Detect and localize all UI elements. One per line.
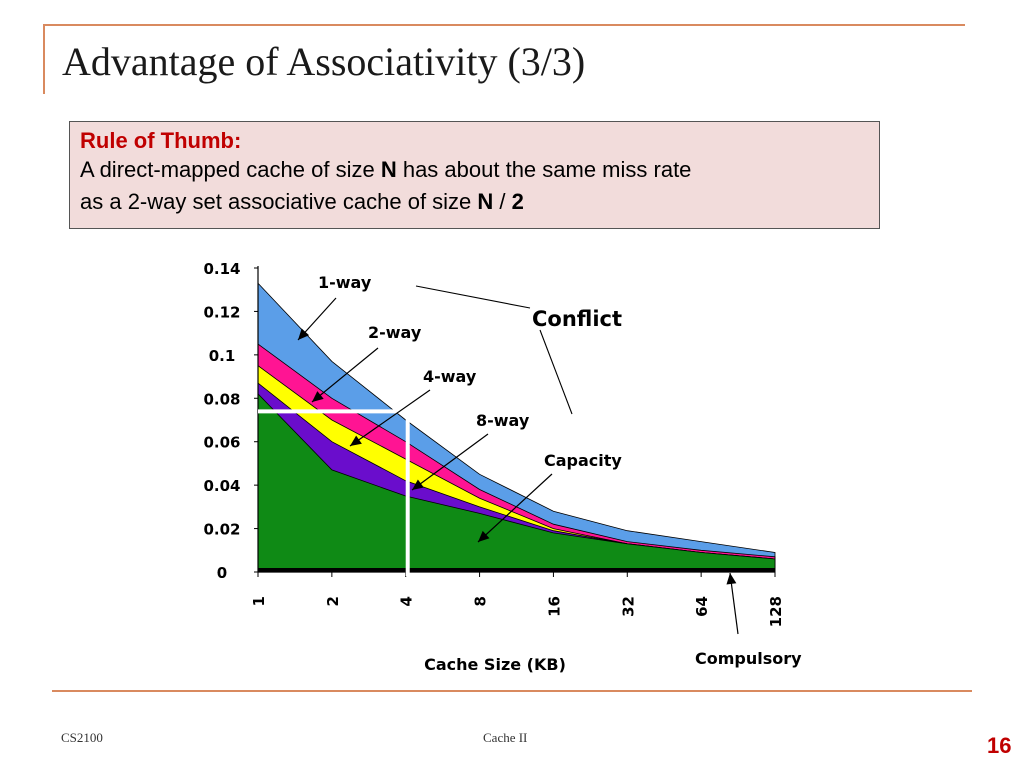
arrow-1-way-head (298, 328, 310, 340)
arrow-capacity-line (477, 473, 553, 543)
title-accent-vertical (43, 24, 45, 94)
title-accent-horizontal (43, 24, 965, 26)
rule-line-1-text-a: A direct-mapped cache of size (80, 157, 381, 182)
rule-line-2: as a 2-way set associative cache of size… (80, 186, 869, 218)
y-tick-label: 0.1 (209, 347, 236, 365)
annotation-compulsory: Compulsory (695, 649, 802, 668)
footer-topic: Cache II (483, 730, 528, 745)
rule-of-thumb-box: Rule of Thumb: A direct-mapped cache of … (69, 121, 880, 229)
rule-line-2-n: N (477, 189, 494, 214)
rule-line-1: A direct-mapped cache of size N has abou… (80, 154, 869, 186)
x-tick-label: 1 (250, 596, 268, 606)
y-tick-label: 0.12 (203, 303, 240, 321)
x-tick-label: 64 (693, 596, 711, 617)
page-number: 16 (987, 733, 1012, 758)
x-axis-title: Cache Size (KB) (424, 655, 566, 674)
annotation-conflict: Conflict (532, 307, 622, 331)
annotation-2-way: 2-way (368, 323, 422, 342)
rule-line-1-text-c: has about the same miss rate (396, 157, 692, 182)
y-tick-label: 0 (217, 564, 227, 582)
arrow-4-way-line (349, 389, 431, 447)
y-tick-label: 0.08 (203, 390, 240, 408)
rule-line-2-two: 2 (511, 189, 524, 214)
annotation-capacity: Capacity (544, 451, 622, 470)
rule-heading: Rule of Thumb: (80, 128, 242, 153)
y-tick-label: 0.04 (203, 477, 240, 495)
x-tick-label: 4 (398, 596, 416, 606)
y-tick-label: 0.14 (203, 260, 240, 278)
area-compulsory (258, 568, 775, 572)
miss-rate-chart-svg: 0 0.02 0.04 0.06 0.08 0.1 0.12 0.14 1 2 4 8 16 32 64 12… (203, 260, 802, 674)
rule-line-1-n: N (380, 157, 397, 182)
arrow-compulsory-head (726, 573, 737, 585)
y-tick-label: 0.02 (203, 521, 240, 539)
slide-title: Advantage of Associativity (3/3) (62, 39, 586, 84)
arrow-2-way-head (312, 391, 324, 402)
arrow-capacity-head (478, 530, 490, 542)
x-tick-label: 128 (767, 596, 785, 627)
annotation-4-way: 4-way (423, 367, 477, 386)
x-tick-label: 2 (324, 596, 342, 606)
x-tick-label: 32 (619, 596, 637, 617)
annotation-1-way: 1-way (318, 273, 372, 292)
x-tick-label: 16 (545, 596, 563, 617)
x-tick-label: 8 (472, 596, 490, 606)
rule-line-2-text-a: as a 2-way set associative cache of size (80, 189, 478, 214)
rule-line-2-slash: / (493, 189, 512, 214)
miss-rate-chart: 0 0.02 0.04 0.06 0.08 0.1 0.12 0.14 1 2 4 8 16 32 64 12… (160, 250, 850, 690)
y-tick-label: 0.06 (203, 434, 240, 452)
conflict-leader-line-b (539, 329, 573, 415)
arrow-8-way-head (412, 479, 424, 490)
footer-divider (52, 690, 972, 692)
area-capacity (257, 392, 776, 573)
arrow-4-way-head (350, 435, 362, 446)
arrow-2-way-line (311, 347, 379, 403)
footer-course: CS2100 (61, 730, 103, 745)
conflict-leader-line-a (415, 285, 531, 309)
annotation-8-way: 8-way (476, 411, 530, 430)
arrow-8-way-line (411, 433, 489, 491)
